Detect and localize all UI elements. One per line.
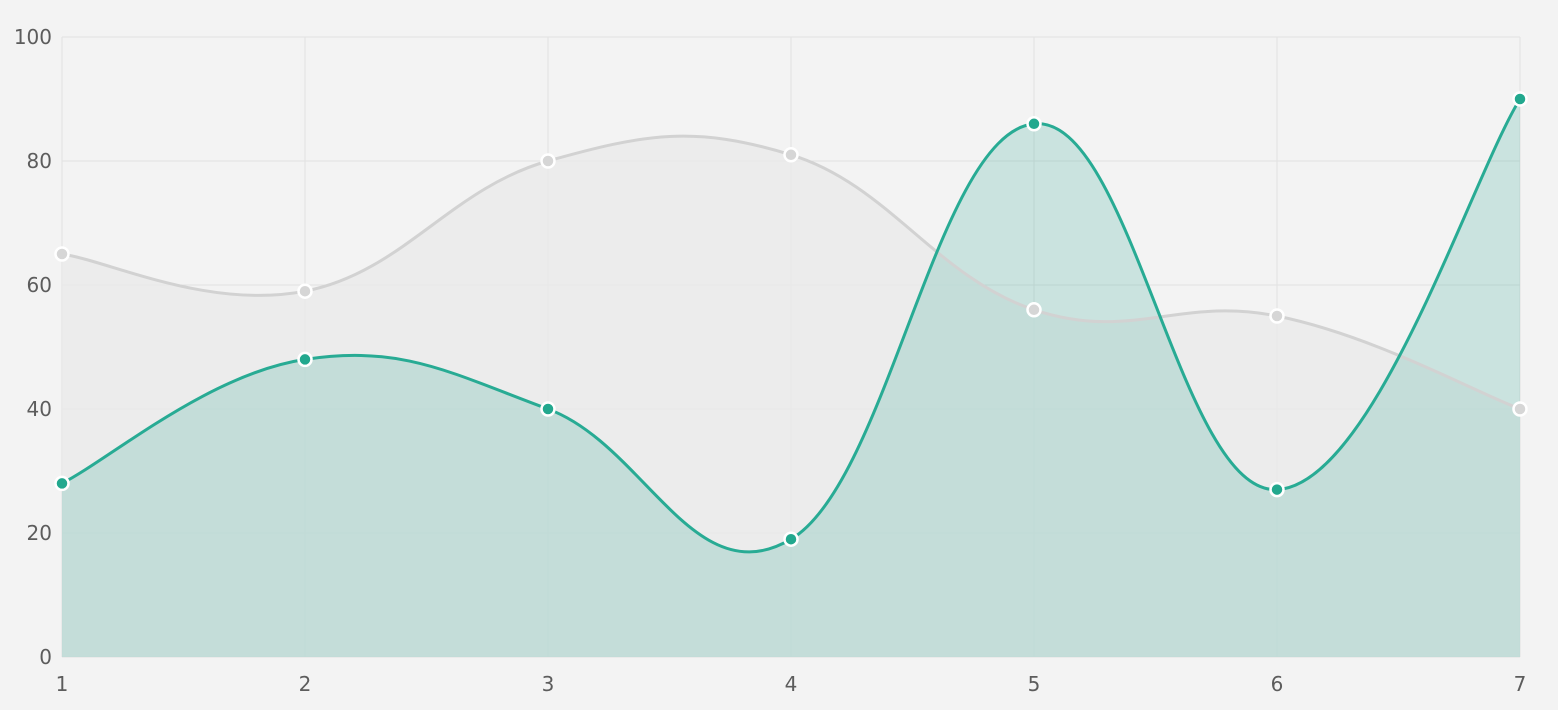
x-tick-label: 6 xyxy=(1271,672,1284,696)
y-tick-label: 0 xyxy=(39,645,52,669)
x-tick-label: 1 xyxy=(56,672,69,696)
series-1-point xyxy=(783,147,799,163)
series-2-point xyxy=(1512,91,1528,107)
series-1-point xyxy=(54,246,70,262)
point-layer xyxy=(54,91,1528,547)
series-2-point xyxy=(540,401,556,417)
series-1-point xyxy=(1026,302,1042,318)
series-2-point xyxy=(783,531,799,547)
series-1-point xyxy=(1269,308,1285,324)
series-2-point xyxy=(297,351,313,368)
series-1-point xyxy=(297,283,313,299)
series-2-area xyxy=(62,99,1520,657)
y-tick-label: 20 xyxy=(27,521,52,545)
y-tick-label: 60 xyxy=(27,273,52,297)
series-2-point xyxy=(1026,116,1042,132)
label-layer: 0 20 40 60 80 100 1 2 3 4 5 6 7 xyxy=(14,25,1527,696)
series-1-point xyxy=(1512,401,1528,417)
y-tick-label: 40 xyxy=(27,397,52,421)
series-1-area xyxy=(62,136,1520,657)
series-1-point xyxy=(540,153,556,169)
x-tick-label: 3 xyxy=(542,672,555,696)
y-tick-label: 100 xyxy=(14,25,52,49)
series-2-point xyxy=(54,475,70,492)
x-tick-label: 2 xyxy=(299,672,312,696)
y-tick-label: 80 xyxy=(27,149,52,173)
x-tick-label: 5 xyxy=(1028,672,1041,696)
series-2-line xyxy=(61,98,1522,554)
area-layer xyxy=(62,99,1520,657)
series-2-point xyxy=(1269,481,1285,498)
x-tick-label: 4 xyxy=(785,672,798,696)
x-tick-label: 7 xyxy=(1514,672,1527,696)
